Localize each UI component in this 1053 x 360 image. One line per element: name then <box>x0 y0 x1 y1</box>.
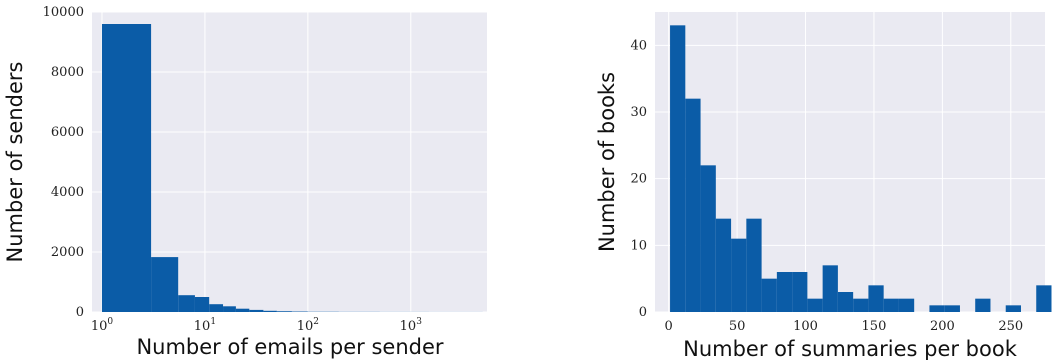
histogram-bar <box>731 238 747 312</box>
histogram-bar <box>883 298 899 312</box>
histogram-bar <box>944 305 960 312</box>
gridlines <box>655 12 1045 313</box>
x-tick-labels: 100 101 102 103 <box>91 317 422 334</box>
x-tick-label: 200 <box>930 319 955 334</box>
histogram-bar <box>853 298 869 312</box>
y-tick-label: 40 <box>630 38 647 53</box>
y-tick-label: 10 <box>630 238 647 253</box>
y-tick-label: 0 <box>639 305 647 320</box>
x-tick-label: 50 <box>729 319 746 334</box>
y-tick-labels: 0 10 20 30 40 <box>630 38 647 320</box>
chart-emails-per-sender: 100 101 102 103 0 2000 4000 6000 8000 10000 Numb… <box>3 5 487 359</box>
histogram-bar <box>807 298 823 312</box>
histogram-bar <box>715 218 732 312</box>
chart-summaries-per-book: 0 50 100 150 200 250 0 10 20 30 40 Number of summ… <box>595 12 1052 360</box>
x-tick-label: 250 <box>998 319 1023 334</box>
gridlines <box>92 11 487 313</box>
histogram-bar <box>837 292 854 312</box>
histogram-bar <box>235 308 250 312</box>
y-tick-label: 0 <box>76 305 84 320</box>
histogram-bar <box>776 272 793 312</box>
x-tick-label: 102 <box>297 317 319 334</box>
x-tick-labels: 0 50 100 150 200 250 <box>665 319 1024 334</box>
histogram-bar <box>822 265 838 312</box>
y-axis-label: Number of books <box>595 72 619 252</box>
histogram-bar <box>276 311 292 312</box>
x-tick-label: 103 <box>400 317 423 334</box>
y-tick-labels: 0 2000 4000 6000 8000 10000 <box>43 5 84 320</box>
y-tick-label: 2000 <box>51 245 84 260</box>
histogram-bar <box>1036 285 1052 312</box>
x-axis-label: Number of emails per sender <box>136 335 443 359</box>
x-tick-label: 100 <box>91 317 114 334</box>
histogram-bar <box>898 298 915 312</box>
y-tick-label: 8000 <box>51 65 84 80</box>
histogram-bar <box>670 25 686 312</box>
histogram-bar <box>223 306 236 312</box>
y-tick-label: 10000 <box>43 5 84 20</box>
histogram-bar <box>1005 305 1021 312</box>
histogram-bar <box>249 309 264 312</box>
histogram-bars <box>670 25 1052 313</box>
x-tick-label: 101 <box>194 317 216 334</box>
histogram-bar <box>178 295 195 312</box>
histogram-bar <box>263 310 277 312</box>
histogram-bar <box>761 278 777 312</box>
histogram-bar <box>792 272 808 312</box>
histogram-bar <box>868 285 884 312</box>
histogram-bars <box>101 24 483 312</box>
histogram-bar <box>929 305 945 312</box>
x-tick-label: 100 <box>793 319 818 334</box>
histogram-bar <box>151 257 179 312</box>
histogram-bar <box>700 165 716 312</box>
histogram-bar <box>194 297 210 312</box>
x-tick-label: 150 <box>862 319 887 334</box>
y-tick-label: 30 <box>630 105 647 120</box>
histogram-bar <box>685 98 701 313</box>
x-axis-label: Number of summaries per book <box>683 337 1018 360</box>
histogram-bar <box>101 24 152 312</box>
histogram-bar <box>746 218 762 312</box>
y-axis-label: Number of senders <box>3 62 27 263</box>
y-tick-label: 4000 <box>51 185 84 200</box>
histogram-bar <box>975 298 991 312</box>
histogram-bar <box>209 304 224 312</box>
y-tick-label: 6000 <box>51 125 84 140</box>
x-tick-label: 0 <box>665 319 673 334</box>
y-tick-label: 20 <box>630 172 647 187</box>
